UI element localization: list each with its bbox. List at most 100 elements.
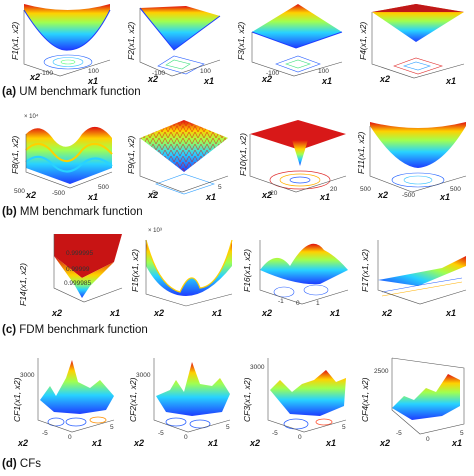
x1-label-f16: x1	[330, 308, 341, 318]
tick-f2-d: 100	[200, 68, 211, 75]
plot-cf4: 2500 CF4(x1, x2) -5 0 5	[356, 350, 470, 446]
surface-f14	[53, 234, 123, 303]
surface-cf2	[153, 358, 231, 433]
zlabel-f17: F17(x1, x2)	[360, 249, 370, 292]
tick-f8-a: 500	[14, 188, 25, 195]
x2-label-f10: x2	[262, 190, 273, 200]
surface-f8	[25, 126, 113, 189]
zlabel-f4: F4(x1, x2)	[358, 21, 368, 60]
tick-cf2-b: -5	[158, 430, 164, 437]
x1-label-cf2: x1	[208, 438, 219, 448]
caption-a-letter: (a)	[2, 86, 17, 98]
tick-f14-a: 0.999995	[66, 250, 94, 257]
zlabel-cf1: CF1(x1, x2)	[12, 377, 22, 422]
caption-b-letter: (b)	[2, 206, 17, 218]
tick-cf3-c: 0	[298, 434, 302, 441]
caption-a: (a) UM benchmark function	[2, 86, 141, 98]
surface-cf1	[37, 358, 115, 433]
tick-f10-b: -20	[268, 190, 278, 197]
zlabel-f3: F3(x1, x2)	[236, 21, 246, 60]
tick-cf4-b: -5	[396, 430, 402, 437]
surface-f3	[251, 4, 343, 77]
tick-f3-d: 100	[318, 68, 329, 75]
x1-label-f8: x1	[88, 192, 99, 202]
tick-f8-b: -500	[52, 190, 66, 197]
caption-b: (b) MM benchmark function	[2, 206, 143, 218]
x1-label-f10: x1	[320, 192, 331, 202]
zlabel-f1: F1(x1, x2)	[10, 21, 20, 60]
surface-f15	[145, 239, 233, 307]
plot-f10: F10(x1, x2) -20 20	[238, 114, 350, 204]
x1-label-cf3: x1	[326, 438, 337, 448]
zlabel-cf3: CF3(x1, x2)	[242, 377, 252, 422]
tick-f11-b: -500	[402, 192, 416, 199]
caption-c: (c) FDM benchmark function	[2, 324, 148, 336]
plot-f1: F1(x1, x2) -100 100 x2 x1	[10, 2, 115, 86]
x2-label-f3: x2	[262, 74, 273, 84]
tick-cf1-c: 0	[68, 434, 72, 441]
tick-f16-b: -1	[278, 298, 284, 305]
caption-b-text: MM benchmark function	[19, 206, 143, 218]
x2-label-cf3: x2	[250, 438, 261, 448]
x1-label-f15: x1	[212, 308, 223, 318]
tick-f1-d: 100	[88, 68, 99, 75]
x1-label-f1: x1	[88, 76, 99, 86]
caption-a-text: UM benchmark function	[19, 86, 141, 98]
zlabel-f11: F11(x1, x2)	[356, 131, 366, 174]
tick-cf2-d: 5	[226, 424, 230, 431]
x2-label-f2: x2	[148, 74, 159, 84]
plot-f4: F4(x1, x2) x2 x1	[358, 2, 470, 86]
surface-f2	[139, 6, 221, 77]
tick-f2-b: -100	[152, 70, 166, 77]
zlabel-f14: F14(x1, x2)	[18, 263, 28, 306]
zlabel-cf2: CF2(x1, x2)	[128, 377, 138, 422]
plot-f15: × 10³ F15(x1, x2)	[128, 226, 240, 316]
x1-label-f11: x1	[440, 192, 451, 202]
x1-label-f17: x1	[446, 308, 457, 318]
tick-f9-d: 5	[218, 184, 222, 191]
caption-d-letter: (d)	[2, 458, 17, 470]
x2-label-cf2: x2	[134, 438, 145, 448]
x2-label-f8: x2	[26, 190, 37, 200]
caption-d-text: CFs	[19, 458, 41, 470]
x2-label-f1: x2	[30, 72, 41, 82]
plot-cf1: 3000 CF1(x1, x2) -5 0 5	[10, 350, 122, 446]
plot-cf2: 3000 CF2(x1, x2) -5 0 5	[126, 350, 238, 446]
x2-label-f14: x2	[52, 308, 63, 318]
surface-f17	[377, 240, 467, 305]
x1-label-cf4: x1	[452, 438, 463, 448]
x1-label-f14: x1	[110, 308, 121, 318]
tick-cf1-b: -5	[42, 430, 48, 437]
surface-bowl-f1	[23, 4, 111, 77]
plot-f16: F16(x1, x2) -1 0 1	[240, 226, 354, 316]
zlabel-f16: F16(x1, x2)	[242, 249, 252, 292]
x1-label-cf1: x1	[92, 438, 103, 448]
x2-label-f17: x2	[382, 308, 393, 318]
tick-cf3-d: 5	[342, 424, 346, 431]
surface-cf3	[267, 358, 347, 433]
row-c-axis-labels: x2 x1 x2 x1 x2 x1 x2 x1	[0, 308, 474, 322]
tick-f10-d: 20	[330, 186, 338, 193]
plot-f11: F11(x1, x2) 500 -500 500	[356, 114, 470, 204]
tick-cf1-a: 3000	[20, 372, 35, 379]
tick-f16-d: 1	[316, 300, 320, 307]
zlabel-f15: F15(x1, x2)	[130, 249, 140, 292]
zlabel-cf4: CF4(x1, x2)	[360, 377, 370, 422]
exp-f15: × 10³	[148, 228, 162, 234]
x2-label-f9: x2	[148, 190, 159, 200]
plot-f14: 0.999995 0.99999 0.999985 F14(x1, x2)	[10, 226, 130, 316]
row-b-axis-labels: x2 x1 x2 x1 x2 x1 x2 x1	[0, 190, 474, 206]
plot-f2: F2(x1, x2) -100 100 x2 x1	[126, 2, 226, 86]
zlabel-f10: F10(x1, x2)	[238, 133, 248, 176]
tick-cf3-a: 3000	[250, 364, 265, 371]
x1-label-f2: x1	[204, 76, 215, 86]
x1-label-f9: x1	[206, 192, 217, 202]
surface-f11	[369, 122, 467, 193]
caption-d: (d) CFs	[2, 458, 41, 470]
tick-f3-b: -100	[266, 70, 280, 77]
zlabel-f9: F9(x1, x2)	[126, 135, 136, 174]
tick-cf1-d: 5	[110, 424, 114, 431]
surface-f4	[371, 4, 465, 79]
zlabel-f2: F2(x1, x2)	[126, 21, 136, 60]
tick-f14-b: 0.99999	[66, 266, 90, 273]
